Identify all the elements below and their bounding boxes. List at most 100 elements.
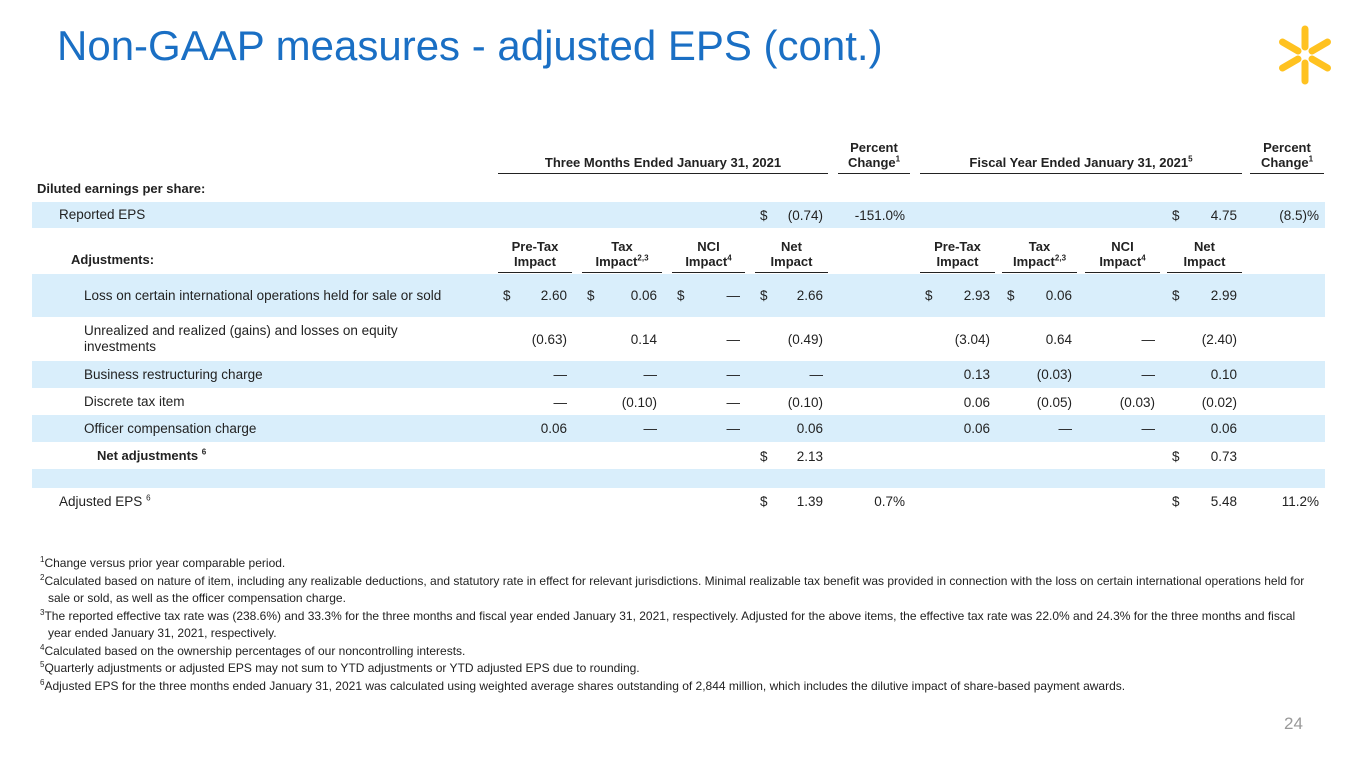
cell-value: — — [553, 367, 568, 382]
table-cell: $0.06 — [582, 274, 662, 317]
cell-value: 4.75 — [1210, 207, 1237, 223]
currency: $ — [587, 288, 595, 303]
table-cell: $5.48 — [1167, 488, 1242, 515]
cell-value: — — [726, 394, 741, 410]
currency: $ — [1172, 494, 1180, 509]
currency: $ — [1007, 288, 1015, 303]
cell-value: (0.63) — [531, 331, 567, 347]
label-text: Net adjustments 6 — [97, 448, 206, 464]
cell-value: (8.5)% — [1279, 207, 1319, 223]
footnote-text: Change versus prior year comparable peri… — [44, 556, 286, 570]
cell-value: — — [1141, 331, 1156, 347]
footnote: 3The reported effective tax rate was (23… — [40, 608, 1315, 643]
slide-title: Non-GAAP measures - adjusted EPS (cont.) — [57, 22, 883, 69]
footnote-text: Quarterly adjustments or adjusted EPS ma… — [44, 661, 640, 675]
header-rule — [920, 272, 995, 273]
footnote-number: 1 — [40, 555, 45, 564]
cell-value: 0.06 — [630, 288, 657, 303]
table-cell: 0.7% — [838, 488, 910, 515]
row-label: Discrete tax item — [84, 389, 470, 415]
header-text: Net Impact — [762, 239, 822, 269]
text: Fiscal Year Ended January 31, 2021 — [969, 155, 1189, 170]
column-header: Tax Impact2,3 — [1002, 233, 1077, 269]
cell-value: 2.93 — [963, 288, 990, 303]
table-cell: $ (0.74) — [755, 202, 828, 228]
cell-value: 0.14 — [630, 331, 657, 347]
footnote: 4Calculated based on the ownership perce… — [40, 643, 1315, 661]
table-cell: $0.06 — [1002, 274, 1077, 317]
footnote-number: 2 — [40, 572, 45, 582]
column-header: Net Impact — [755, 233, 828, 269]
cell-value: — — [1141, 367, 1156, 382]
table-cell: (0.10) — [582, 389, 662, 415]
cell-value: (0.03) — [1036, 367, 1072, 382]
cell-value: — — [1058, 421, 1073, 436]
table-cell: $2.13 — [755, 443, 828, 469]
cell-value: — — [643, 367, 658, 382]
text: Tax Impact — [595, 239, 638, 269]
table-cell: $2.66 — [755, 274, 828, 317]
table-cell: $ — — [672, 274, 745, 317]
table-cell: 0.14 — [582, 318, 662, 360]
header-rule — [582, 272, 662, 273]
table-cell: 0.13 — [920, 361, 995, 388]
header-rule — [1085, 272, 1160, 273]
footnote: 6Adjusted EPS for the three months ended… — [40, 678, 1315, 696]
text: Pre-Tax Impact — [934, 239, 981, 269]
text: Tax Impact — [1012, 239, 1055, 269]
cell-value: 0.06 — [796, 421, 823, 436]
footnote: 5Quarterly adjustments or adjusted EPS m… — [40, 660, 1315, 678]
text: Net Impact — [770, 239, 813, 269]
text: Percent Change — [847, 140, 898, 170]
cell-value: 0.06 — [963, 394, 990, 410]
cell-value: -151.0% — [854, 207, 905, 223]
table-cell: 11.2% — [1250, 488, 1324, 515]
cell-value: (0.10) — [621, 394, 657, 410]
currency: $ — [925, 288, 933, 303]
header-text: Tax Impact2,3 — [1010, 239, 1070, 269]
text: Loss on certain international operations… — [84, 287, 442, 303]
header-rule — [1167, 272, 1242, 273]
cell-value: — — [1141, 421, 1156, 436]
row-label: Diluted earnings per share: — [37, 178, 470, 200]
header-rule — [1002, 272, 1077, 273]
header-text: Fiscal Year Ended January 31, 20215 — [969, 155, 1192, 170]
superscript: 5 — [1188, 154, 1193, 164]
cell-value: 0.06 — [963, 421, 990, 436]
row-band — [32, 415, 1325, 442]
cell-value: 1.39 — [796, 494, 823, 509]
footnote-number: 5 — [40, 660, 45, 669]
currency: $ — [677, 288, 685, 303]
footnote-text: Calculated based on the ownership percen… — [44, 643, 466, 658]
cell-value: — — [643, 421, 658, 436]
header-rule — [498, 272, 572, 273]
text: Diluted earnings per share: — [37, 181, 206, 196]
currency: $ — [1172, 288, 1180, 303]
table-cell: 0.64 — [1002, 318, 1077, 360]
currency: $ — [760, 494, 768, 509]
header-rule — [498, 173, 828, 174]
table-cell: $4.75 — [1167, 202, 1242, 228]
currency: $ — [1172, 448, 1180, 464]
table-cell: $2.60 — [498, 274, 572, 317]
footnote: 2Calculated based on nature of item, inc… — [40, 573, 1315, 608]
label-text: Diluted earnings per share: — [37, 181, 205, 197]
header-text: Tax Impact2,3 — [592, 239, 652, 269]
label-text: Officer compensation charge — [84, 421, 256, 437]
table-cell: — — [1002, 415, 1077, 442]
header-text: Three Months Ended January 31, 2021 — [545, 155, 781, 170]
superscript: 1 — [1308, 154, 1314, 164]
cell-value: (0.10) — [787, 394, 823, 410]
table-cell: 0.10 — [1167, 361, 1242, 388]
row-label: Business restructuring charge — [84, 361, 470, 388]
header-rule — [1250, 173, 1324, 174]
table-cell: $2.99 — [1167, 274, 1242, 317]
cell-value: — — [726, 367, 741, 382]
table-cell: -151.0% — [838, 202, 910, 228]
table-cell: (3.04) — [920, 318, 995, 360]
table-cell: $0.73 — [1167, 443, 1242, 469]
cell-value: 0.10 — [1210, 367, 1237, 382]
cell-value: 0.06 — [1210, 421, 1237, 436]
footnotes: 1Change versus prior year comparable per… — [40, 555, 1315, 695]
